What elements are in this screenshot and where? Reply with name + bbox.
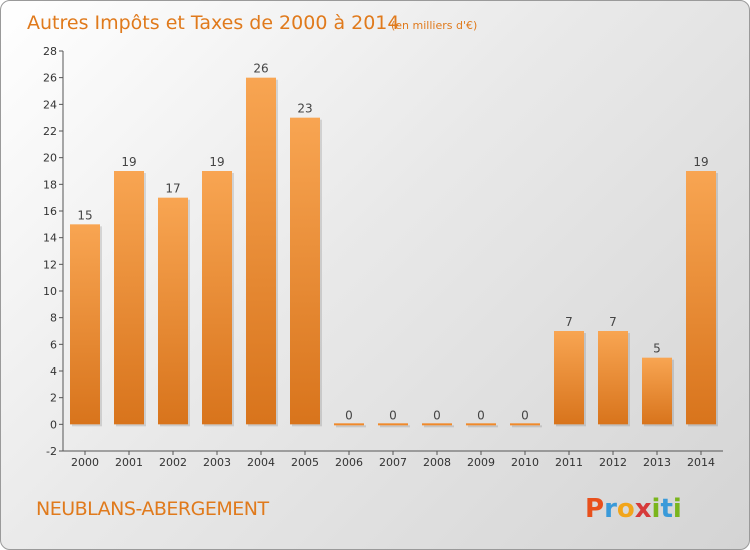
x-tick-label: 2007 xyxy=(379,456,407,469)
y-tick-label: 24 xyxy=(43,98,57,111)
bar xyxy=(598,331,628,425)
data-label: 19 xyxy=(121,155,136,169)
y-tick-label: 8 xyxy=(50,312,57,325)
y-tick-label: 16 xyxy=(43,205,57,218)
bar xyxy=(466,423,496,426)
data-label: 19 xyxy=(693,155,708,169)
bar-shadow xyxy=(380,425,410,428)
bar-shadow xyxy=(336,425,366,428)
data-label: 7 xyxy=(565,315,573,329)
logo-letter: i xyxy=(673,494,682,524)
y-tick-label: 12 xyxy=(43,258,57,271)
y-tick-label: 10 xyxy=(43,285,57,298)
y-tick-label: 0 xyxy=(50,418,57,431)
logo-letter: P xyxy=(585,494,604,524)
bar-shadow xyxy=(468,425,498,428)
bar xyxy=(290,117,320,425)
bar xyxy=(422,423,452,426)
data-label: 0 xyxy=(477,408,485,422)
bar xyxy=(686,171,716,425)
y-tick-label: 14 xyxy=(43,232,57,245)
data-label: 26 xyxy=(253,62,268,76)
y-tick-label: 26 xyxy=(43,72,57,85)
y-tick-label: 6 xyxy=(50,338,57,351)
data-label: 0 xyxy=(389,408,397,422)
bar xyxy=(378,423,408,426)
proxiti-logo: Proxiti xyxy=(585,494,682,524)
x-tick-label: 2004 xyxy=(247,456,275,469)
x-tick-label: 2011 xyxy=(555,456,583,469)
y-tick-label: 28 xyxy=(43,45,57,58)
bar xyxy=(70,224,100,425)
x-tick-label: 2006 xyxy=(335,456,363,469)
x-tick-label: 2010 xyxy=(511,456,539,469)
data-label: 0 xyxy=(521,408,529,422)
data-label: 19 xyxy=(209,155,224,169)
x-tick-label: 2000 xyxy=(71,456,99,469)
bar-shadow xyxy=(512,425,542,428)
chart-subtitle: (en milliers d'€) xyxy=(391,19,477,32)
data-label: 0 xyxy=(433,408,441,422)
logo-letter: r xyxy=(604,494,617,524)
x-tick-label: 2003 xyxy=(203,456,231,469)
x-tick-label: 2001 xyxy=(115,456,143,469)
bar xyxy=(334,423,364,426)
chart-title: Autres Impôts et Taxes de 2000 à 2014 xyxy=(27,12,400,34)
data-labels: 15 19 17 19 26 23 0 0 0 0 0 7 7 5 19 xyxy=(77,62,708,423)
x-tick-label: 2005 xyxy=(291,456,319,469)
x-tick-label: 2009 xyxy=(467,456,495,469)
bar xyxy=(158,197,188,425)
bar-shadow xyxy=(424,425,454,428)
data-label: 17 xyxy=(165,182,180,196)
logo-letter: o xyxy=(617,494,635,524)
x-tick-label: 2013 xyxy=(643,456,671,469)
logo-letter: t xyxy=(660,494,672,524)
x-tick-label: 2012 xyxy=(599,456,627,469)
y-tick-label: 2 xyxy=(50,392,57,405)
logo-letter: x xyxy=(635,494,652,524)
x-tick-label: 2002 xyxy=(159,456,187,469)
bars xyxy=(70,77,718,428)
bar xyxy=(246,77,276,425)
y-tick-label: 20 xyxy=(43,152,57,165)
bar xyxy=(202,171,232,425)
data-label: 7 xyxy=(609,315,617,329)
bar xyxy=(554,331,584,425)
bar xyxy=(114,171,144,425)
x-tick-label: 2014 xyxy=(687,456,715,469)
data-label: 15 xyxy=(77,208,92,222)
y-tick-label: 18 xyxy=(43,178,57,191)
data-label: 23 xyxy=(297,102,312,116)
y-tick-label: -2 xyxy=(46,445,57,458)
commune-name: NEUBLANS-ABERGEMENT xyxy=(36,498,269,520)
logo-letter: i xyxy=(652,494,661,524)
x-tick-label: 2008 xyxy=(423,456,451,469)
data-label: 5 xyxy=(653,342,661,356)
data-label: 0 xyxy=(345,408,353,422)
y-tick-label: 4 xyxy=(50,365,57,378)
y-tick-label: 22 xyxy=(43,125,57,138)
bar xyxy=(510,423,540,426)
x-axis: 2000 2001 2002 2003 2004 2005 2006 2007 2008 2009… xyxy=(63,450,723,469)
bar xyxy=(642,357,672,425)
